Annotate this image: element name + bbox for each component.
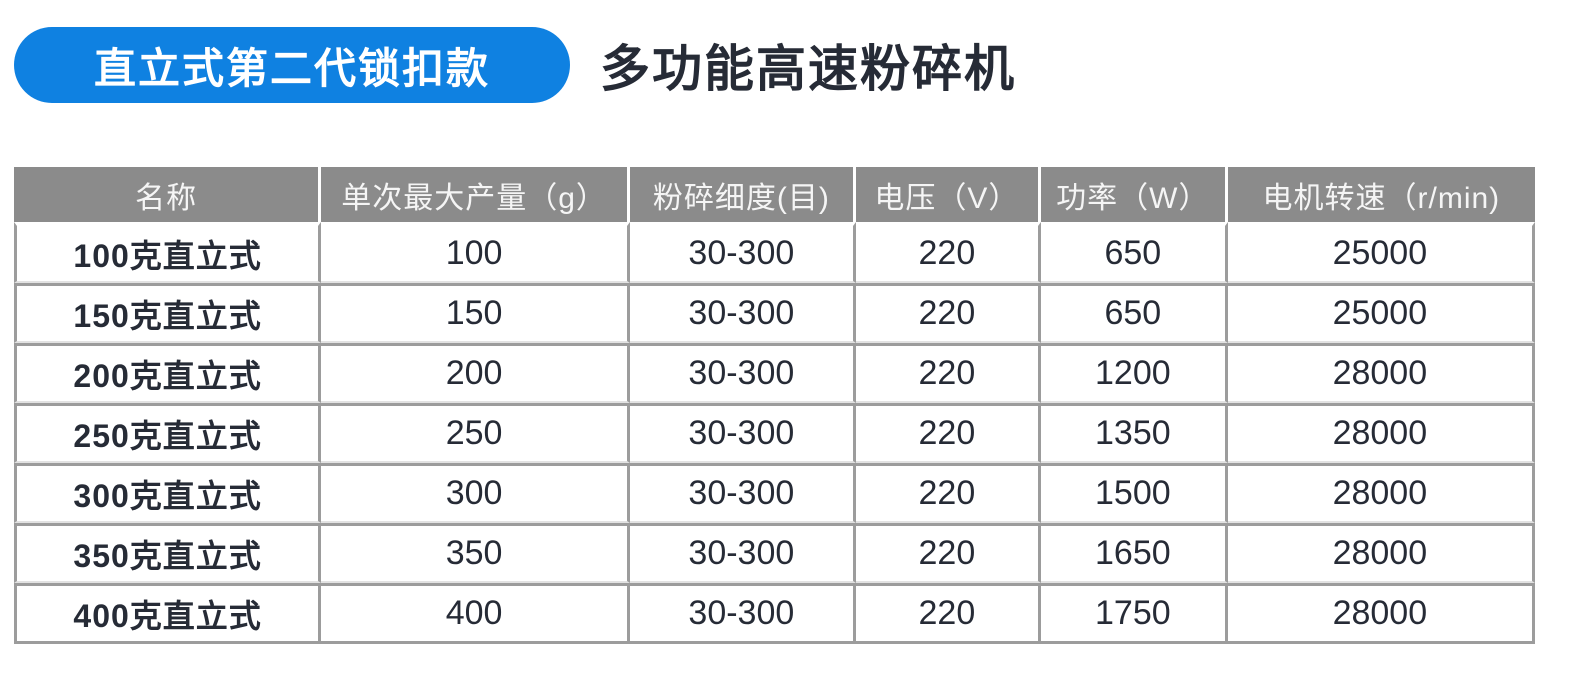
spec-value-cell: 350 (321, 523, 630, 583)
spec-value-cell: 400 (321, 583, 630, 644)
spec-value-cell: 250 (321, 403, 630, 463)
spec-value-cell: 28000 (1227, 403, 1535, 463)
spec-value-cell: 220 (855, 583, 1041, 644)
spec-value-cell: 28000 (1227, 523, 1535, 583)
spec-value-cell: 1650 (1040, 523, 1228, 583)
table-row: 100克直立式 100 30-300 220 650 25000 (14, 222, 1535, 283)
model-name-cell: 400克直立式 (14, 583, 322, 644)
spec-value-cell: 150 (321, 283, 630, 343)
page: 直立式第二代锁扣款 多功能高速粉碎机 名称 单次最大产量（g） 粉碎细度(目) 电压（… (0, 27, 1572, 644)
table-row: 250克直立式 250 30-300 220 1350 28000 (14, 403, 1535, 463)
spec-table-head: 名称 单次最大产量（g） 粉碎细度(目) 电压（V） 功率（W） 电机转速（r/min) (14, 167, 1535, 222)
spec-value-cell: 650 (1040, 222, 1228, 283)
spec-value-cell: 220 (855, 343, 1041, 403)
spec-table: 名称 单次最大产量（g） 粉碎细度(目) 电压（V） 功率（W） 电机转速（r/min) … (14, 167, 1535, 644)
spec-value-cell: 28000 (1227, 463, 1535, 523)
spec-value-cell: 220 (855, 523, 1041, 583)
spec-value-cell: 25000 (1227, 283, 1535, 343)
model-badge-label: 直立式第二代锁扣款 (94, 44, 491, 92)
column-header-2: 粉碎细度(目) (629, 167, 856, 222)
spec-value-cell: 100 (321, 222, 630, 283)
spec-value-cell: 30-300 (629, 343, 856, 403)
spec-value-cell: 650 (1040, 283, 1228, 343)
spec-value-cell: 28000 (1227, 343, 1535, 403)
spec-value-cell: 30-300 (629, 463, 856, 523)
spec-value-cell: 1500 (1040, 463, 1228, 523)
spec-value-cell: 30-300 (629, 523, 856, 583)
spec-value-cell: 28000 (1227, 583, 1535, 644)
model-name-cell: 350克直立式 (14, 523, 322, 583)
spec-value-cell: 30-300 (629, 222, 856, 283)
spec-value-cell: 1200 (1040, 343, 1228, 403)
column-header-3: 电压（V） (855, 167, 1041, 222)
spec-value-cell: 30-300 (629, 583, 856, 644)
column-header-1: 单次最大产量（g） (321, 167, 630, 222)
spec-value-cell: 30-300 (629, 283, 856, 343)
column-header-0: 名称 (14, 167, 322, 222)
table-header-row: 名称 单次最大产量（g） 粉碎细度(目) 电压（V） 功率（W） 电机转速（r/min) (14, 167, 1535, 222)
top-bar: 直立式第二代锁扣款 多功能高速粉碎机 (14, 27, 1572, 103)
column-header-4: 功率（W） (1040, 167, 1228, 222)
spec-value-cell: 220 (855, 463, 1041, 523)
table-row: 400克直立式 400 30-300 220 1750 28000 (14, 583, 1535, 644)
spec-value-cell: 220 (855, 403, 1041, 463)
page-title: 多功能高速粉碎机 (600, 41, 1017, 97)
table-row: 200克直立式 200 30-300 220 1200 28000 (14, 343, 1535, 403)
spec-value-cell: 25000 (1227, 222, 1535, 283)
model-name-cell: 100克直立式 (14, 222, 322, 283)
spec-value-cell: 220 (855, 222, 1041, 283)
table-row: 300克直立式 300 30-300 220 1500 28000 (14, 463, 1535, 523)
spec-value-cell: 1750 (1040, 583, 1228, 644)
spec-value-cell: 220 (855, 283, 1041, 343)
model-name-cell: 150克直立式 (14, 283, 322, 343)
model-badge: 直立式第二代锁扣款 (14, 27, 571, 103)
model-name-cell: 250克直立式 (14, 403, 322, 463)
spec-value-cell: 30-300 (629, 403, 856, 463)
model-name-cell: 300克直立式 (14, 463, 322, 523)
table-row: 150克直立式 150 30-300 220 650 25000 (14, 283, 1535, 343)
table-body: 100克直立式 100 30-300 220 650 25000 150克直立式 150 30-… (14, 222, 1535, 644)
table-row: 350克直立式 350 30-300 220 1650 28000 (14, 523, 1535, 583)
spec-value-cell: 1350 (1040, 403, 1228, 463)
spec-value-cell: 200 (321, 343, 630, 403)
column-header-5: 电机转速（r/min) (1227, 167, 1535, 222)
spec-value-cell: 300 (321, 463, 630, 523)
model-name-cell: 200克直立式 (14, 343, 322, 403)
